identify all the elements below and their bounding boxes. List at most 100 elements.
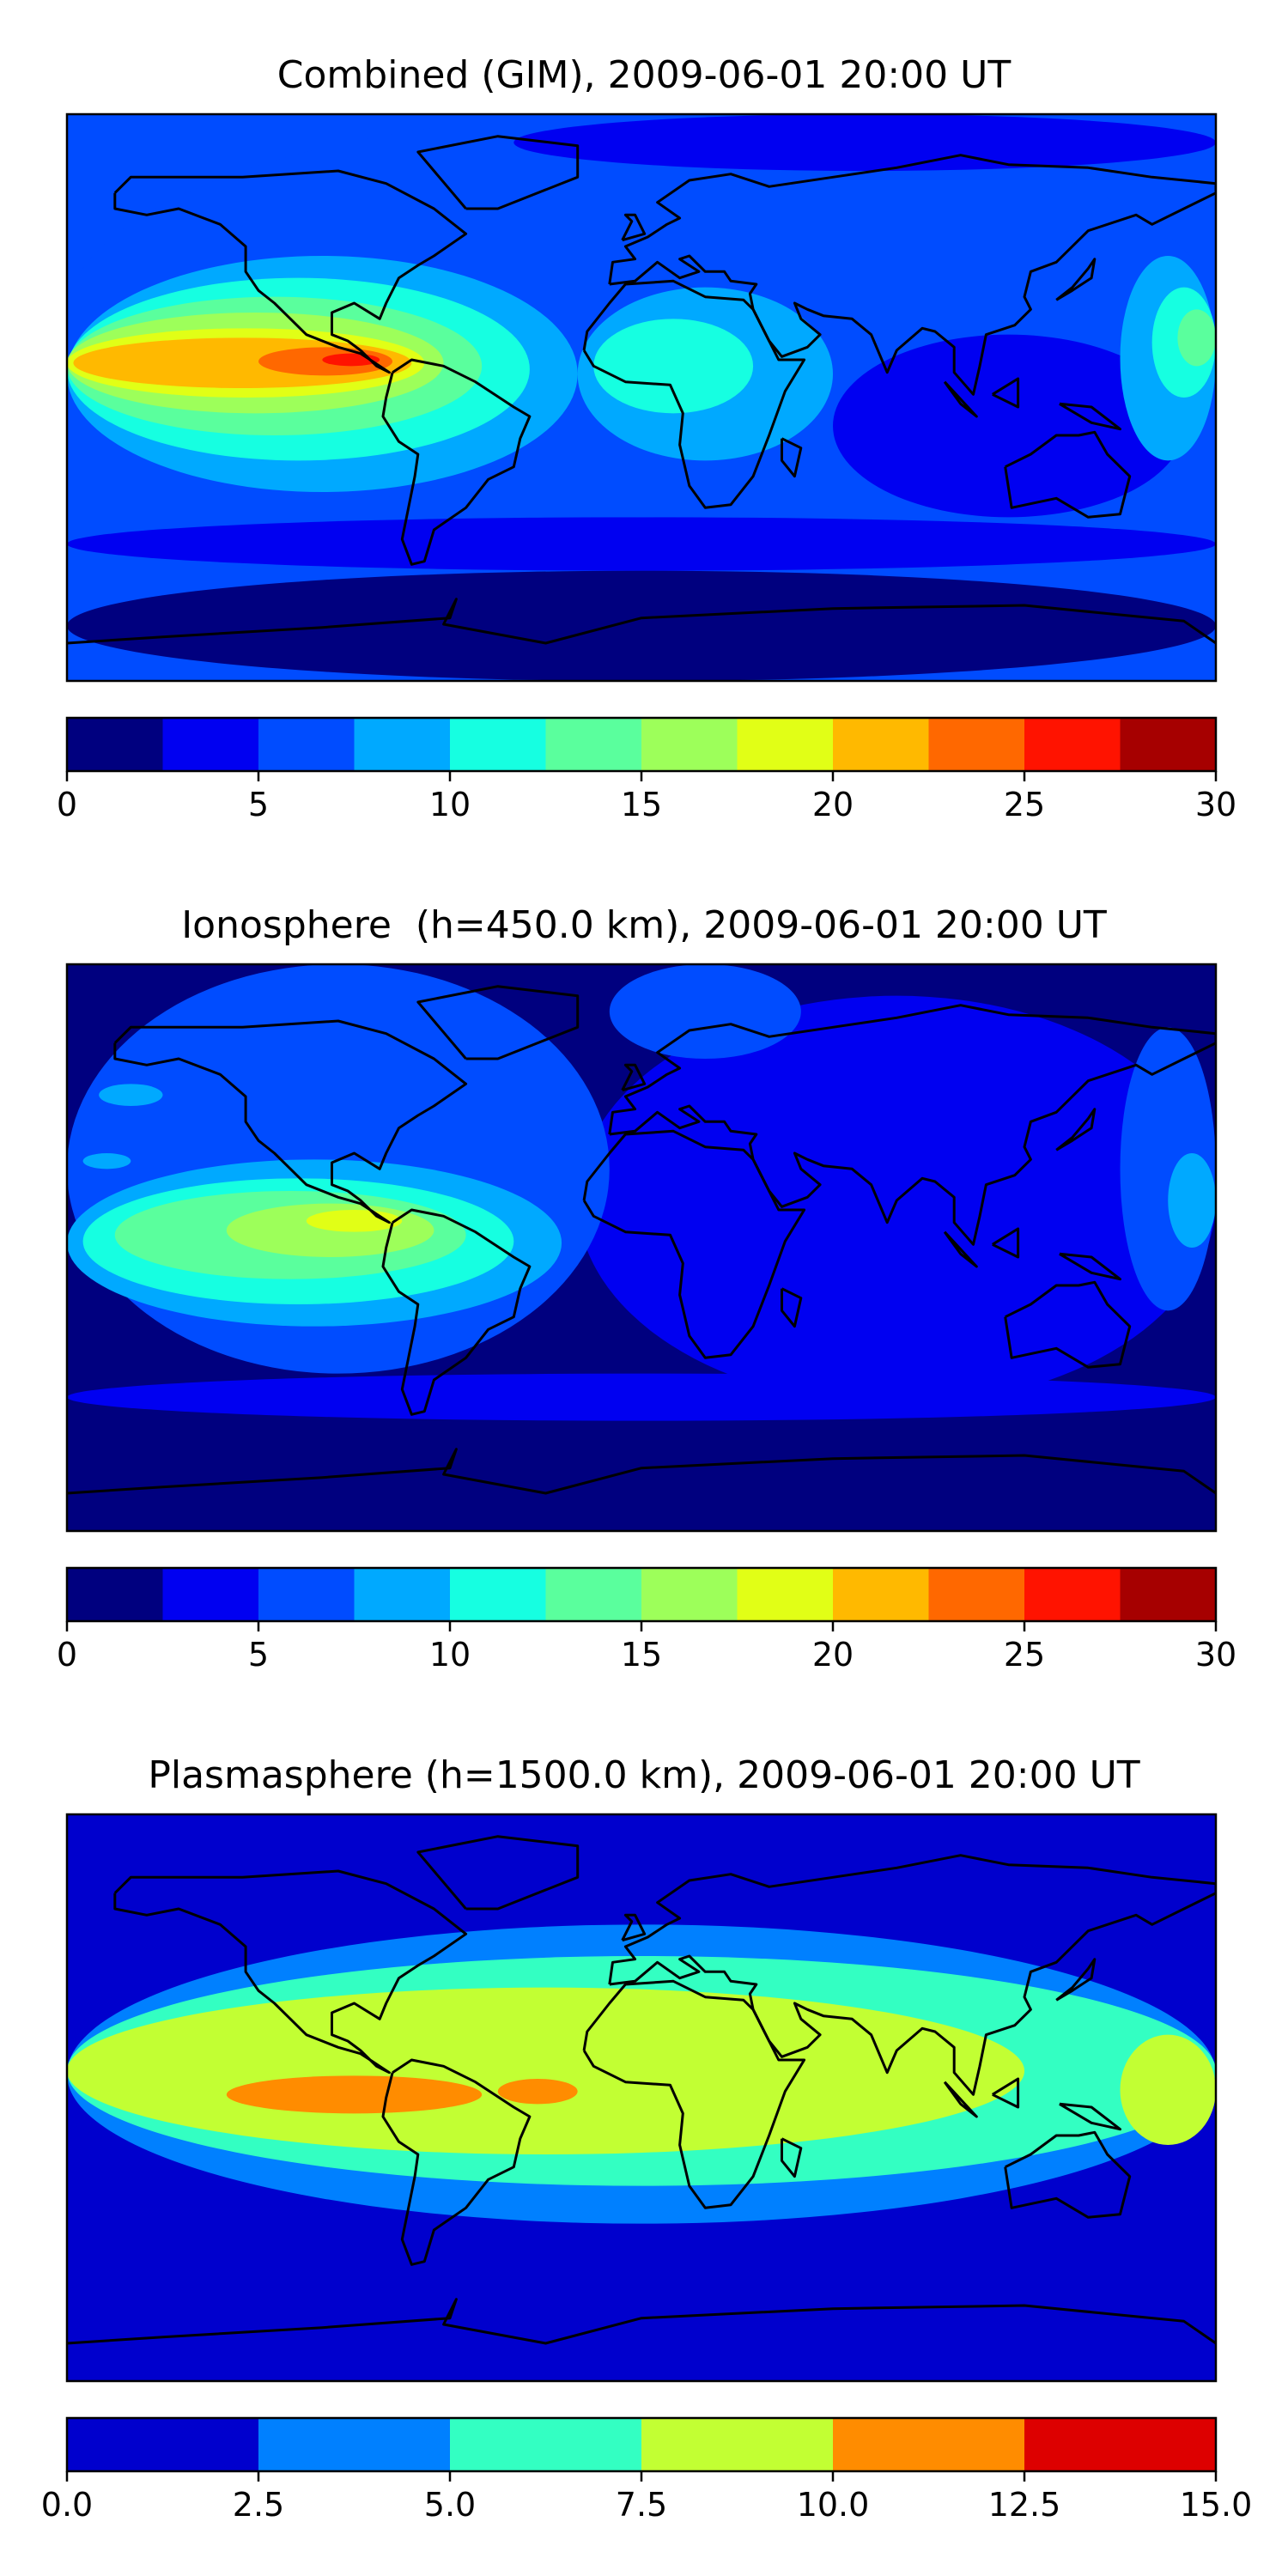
colorbar-tick-label: 5 [248, 786, 269, 823]
contour-region [82, 1153, 131, 1170]
colorbar-tick-label: 15 [621, 1636, 662, 1674]
map-panel-1 [65, 963, 1218, 1533]
colorbar-tick-label: 30 [1195, 1636, 1236, 1674]
coastline [67, 598, 1216, 645]
colorbar-tick-label: 0.0 [41, 2486, 93, 2524]
contour-region [1177, 309, 1216, 367]
coastline [608, 1004, 1216, 1246]
colorbar-segment [1120, 718, 1217, 771]
coastline [1059, 402, 1121, 431]
coastline [416, 985, 580, 1060]
colorbar-segment [162, 718, 259, 771]
colorbar-segment [641, 1568, 738, 1621]
colorbar-tick-label: 7.5 [616, 2486, 667, 2524]
colorbar-segment [928, 1568, 1025, 1621]
colorbar-segment [737, 718, 834, 771]
map-panel-0 [65, 112, 1218, 683]
colorbar-segment [737, 1568, 834, 1621]
colorbar-2: 0.0 2.5 5.0 7.5 10.0 12.5 15.0 [41, 2416, 1253, 2524]
colorbar-1: 0 5 10 15 20 25 30 [57, 1566, 1236, 1674]
colorbar-segment [833, 2418, 1025, 2471]
colorbar-tick-label: 30 [1195, 786, 1236, 823]
coastline [943, 1230, 978, 1268]
contour-region [609, 964, 801, 1059]
coastline [1055, 1958, 1097, 2002]
colorbar-tick-label: 15.0 [1180, 2486, 1253, 2524]
colorbar-tick-label: 5 [248, 1636, 269, 1674]
colorbar-segment [1024, 718, 1121, 771]
coastline [1059, 1252, 1121, 1281]
coastline [1055, 1108, 1097, 1151]
map-frame [65, 112, 1218, 683]
colorbar-segment [833, 1568, 929, 1621]
coastline [943, 2081, 978, 2118]
colorbar-segment [162, 1568, 259, 1621]
coastline [582, 279, 806, 509]
contour-region [497, 2079, 578, 2105]
coastline [113, 1869, 468, 2075]
colorbar-segment [450, 1568, 546, 1621]
colorbar-segment [258, 718, 355, 771]
coastline [608, 154, 1216, 396]
coastline [381, 1208, 532, 1416]
colorbar-segment [450, 2418, 642, 2471]
colorbar-segment [67, 718, 163, 771]
coastline [621, 213, 647, 242]
coastline [1055, 258, 1097, 301]
map-frame [65, 963, 1218, 1533]
coastline [1004, 1280, 1132, 1369]
coastline [1059, 2102, 1121, 2131]
colorbar-tick-label: 25 [1004, 1636, 1045, 1674]
coastline [381, 2058, 532, 2266]
panel-title-plasmasphere: Plasmasphere (h=1500.0 km), 2009-06-01 2… [148, 1753, 1140, 1797]
coastline [943, 380, 978, 418]
coastline [67, 1448, 1216, 1495]
colorbar-tick-label: 2.5 [233, 2486, 284, 2524]
contour-region [1120, 2034, 1216, 2145]
coastline [781, 437, 803, 478]
coastline [416, 135, 580, 210]
colorbar-segment [545, 1568, 642, 1621]
coastline [992, 1227, 1020, 1259]
map-panel-2 [65, 1813, 1218, 2383]
coastline [781, 1287, 803, 1328]
colorbar-segment [1120, 1568, 1217, 1621]
colorbar-segment [354, 1568, 451, 1621]
colorbar-segment [67, 1568, 163, 1621]
colorbar-segment [1024, 2418, 1217, 2471]
coastline [992, 377, 1020, 409]
colorbar-tick-label: 10 [429, 1636, 471, 1674]
contour-region [593, 319, 754, 414]
contour-region [67, 570, 1216, 681]
colorbar-tick-label: 10.0 [797, 2486, 870, 2524]
coastline [608, 1854, 1216, 2096]
colorbar-tick-label: 10 [429, 786, 471, 823]
contour-region [67, 517, 1216, 571]
contour-region [832, 334, 1184, 518]
coastline [582, 1129, 806, 1359]
colorbar-segment [1024, 1568, 1121, 1621]
colorbar-segment [641, 718, 738, 771]
colorbar-tick-label: 15 [621, 786, 662, 823]
coastline [416, 1835, 580, 1911]
colorbar-segment [450, 718, 546, 771]
colorbar-tick-label: 20 [812, 1636, 854, 1674]
panel-title-combined: Combined (GIM), 2009-06-01 20:00 UT [276, 53, 1012, 97]
panel-title-ionosphere: Ionosphere (h=450.0 km), 2009-06-01 20:0… [181, 903, 1107, 947]
colorbar-tick-label: 12.5 [988, 2486, 1061, 2524]
colorbar-tick-label: 0 [57, 786, 77, 823]
coastline [1004, 430, 1132, 519]
colorbar-tick-label: 0 [57, 1636, 77, 1674]
colorbar-tick-label: 25 [1004, 786, 1045, 823]
colorbar-tick-label: 5.0 [424, 2486, 476, 2524]
colorbar-segment [833, 718, 929, 771]
colorbar-tick-label: 20 [812, 786, 854, 823]
colorbar-segment [928, 718, 1025, 771]
colorbar-segment [258, 1568, 355, 1621]
contour-region [67, 1987, 1024, 2154]
contour-region [67, 1373, 1216, 1421]
contour-region [513, 114, 1216, 171]
contour-region [1168, 1153, 1216, 1248]
colorbar-segment [354, 718, 451, 771]
